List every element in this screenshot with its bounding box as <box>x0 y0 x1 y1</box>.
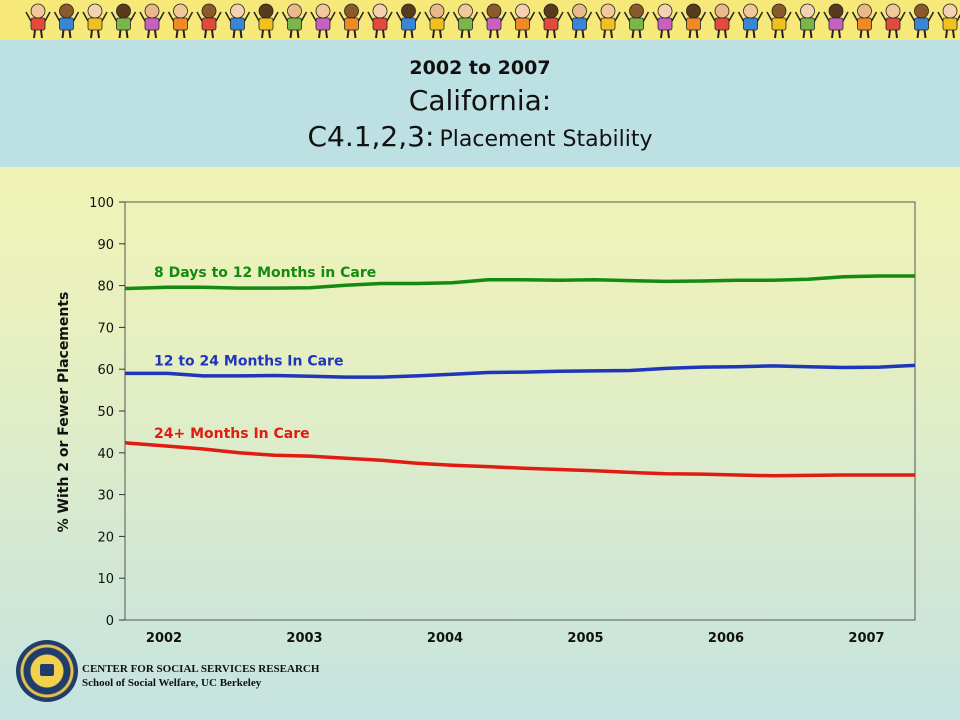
series-label-3: 24+ Months In Care <box>154 426 310 442</box>
y-tick-label: 80 <box>97 280 114 295</box>
child-figure-icon <box>53 3 80 39</box>
decorative-banner <box>0 0 960 40</box>
child-figure-icon <box>338 3 365 39</box>
child-figure-icon <box>880 3 906 39</box>
child-figure-icon <box>823 3 849 39</box>
org-line-1: CENTER FOR SOCIAL SERVICES RESEARCH <box>82 663 320 675</box>
y-tick-label: 50 <box>97 405 114 420</box>
child-figure-icon <box>680 3 707 39</box>
organization-name: CENTER FOR SOCIAL SERVICES RESEARCH Scho… <box>82 662 319 690</box>
child-figure-icon <box>595 3 621 39</box>
title-band: 2002 to 2007 California: C4.1,2,3: Place… <box>0 40 960 167</box>
measure-name: Placement Stability <box>439 127 653 152</box>
child-figure-icon <box>253 3 279 39</box>
y-tick-label: 70 <box>97 321 114 336</box>
org-line-2: School of Social Welfare, UC Berkeley <box>82 677 262 689</box>
y-tick-label: 60 <box>97 363 114 378</box>
y-tick-label: 40 <box>97 447 114 462</box>
child-figure-icon <box>566 3 593 39</box>
y-tick-label: 30 <box>97 489 114 504</box>
x-tick-label: 2004 <box>427 631 463 646</box>
y-axis-label: % With 2 or Fewer Placements <box>56 292 72 533</box>
child-figure-icon <box>367 3 393 39</box>
child-figure-icon <box>25 3 51 39</box>
series-label-1: 8 Days to 12 Months in Care <box>154 265 376 281</box>
y-tick-label: 100 <box>89 196 114 211</box>
child-figure-icon <box>167 3 194 39</box>
child-figure-icon <box>452 3 479 39</box>
x-tick-label: 2003 <box>286 631 322 646</box>
child-figure-icon <box>709 3 735 39</box>
child-figure-icon <box>538 3 564 39</box>
measure-title: C4.1,2,3: Placement Stability <box>0 120 960 153</box>
child-figure-icon <box>623 3 650 39</box>
series-group: 8 Days to 12 Months in Care 12 to 24 Mont… <box>124 265 916 478</box>
y-tick-label: 0 <box>106 614 114 629</box>
child-figure-icon <box>82 3 108 39</box>
series-line-2 <box>125 363 916 379</box>
child-figure-icon <box>652 3 678 39</box>
child-figure-icon <box>851 3 878 39</box>
footer: CENTER FOR SOCIAL SERVICES RESEARCH Scho… <box>16 640 416 710</box>
child-figure-icon <box>110 3 137 39</box>
child-figure-icon <box>310 3 336 39</box>
children-figures-strip <box>25 3 960 39</box>
series-line-3 <box>124 441 915 478</box>
child-figure-icon <box>424 3 450 39</box>
y-tick-label: 90 <box>97 238 114 253</box>
child-figure-icon <box>139 3 165 39</box>
child-figure-icon <box>794 3 821 39</box>
child-figure-icon <box>395 3 422 39</box>
child-figure-icon <box>737 3 764 39</box>
university-seal-icon <box>16 640 78 702</box>
child-figure-icon <box>481 3 507 39</box>
child-figure-icon <box>908 3 935 39</box>
child-figure-icon <box>509 3 536 39</box>
y-tick-label: 10 <box>97 572 114 587</box>
child-figure-icon <box>766 3 792 39</box>
x-tick-label: 2002 <box>146 631 182 646</box>
x-tick-label: 2007 <box>848 631 884 646</box>
y-axis: 0 10 20 30 40 50 60 70 80 90 100 <box>89 196 125 629</box>
child-figure-icon <box>281 3 308 39</box>
x-tick-label: 2005 <box>567 631 603 646</box>
series-label-2: 12 to 24 Months In Care <box>154 354 343 370</box>
child-figure-icon <box>196 3 222 39</box>
series-line-1 <box>124 274 915 291</box>
measure-code: C4.1,2,3: <box>307 120 435 153</box>
subtitle-years: 2002 to 2007 <box>409 57 551 79</box>
page-title: California: <box>408 84 552 117</box>
y-tick-label: 20 <box>97 530 114 545</box>
x-tick-label: 2006 <box>708 631 744 646</box>
x-axis: 2002 2003 2004 2005 2006 2007 <box>146 631 885 646</box>
child-figure-icon <box>224 3 251 39</box>
